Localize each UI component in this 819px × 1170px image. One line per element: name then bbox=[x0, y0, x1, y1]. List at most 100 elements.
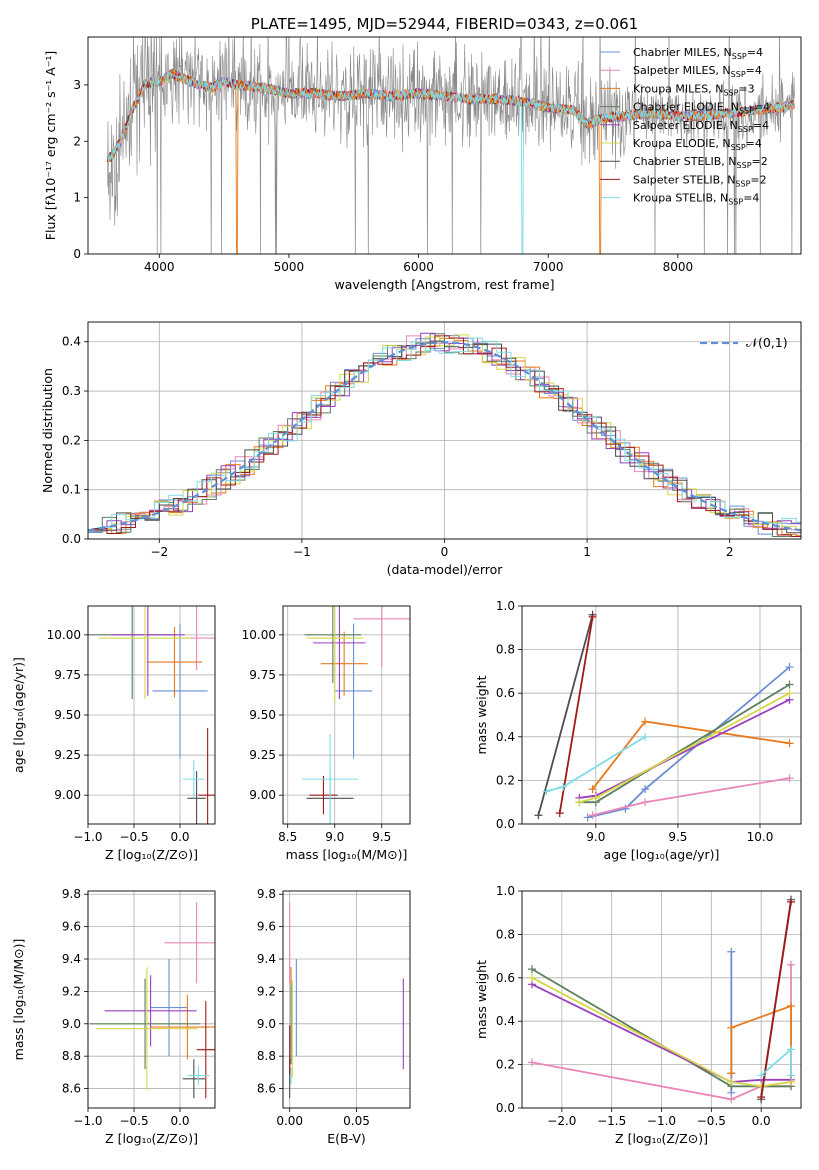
y-axis-label: age [log₁₀(age/yr)] bbox=[11, 657, 26, 773]
y-tick-label: 0.8 bbox=[496, 927, 515, 941]
legend-entry: Kroupa ELODIE, NSSP=4 bbox=[633, 137, 762, 152]
weight-point bbox=[727, 1077, 736, 1086]
y-tick-label: 9.00 bbox=[249, 788, 276, 802]
weight-series-4 bbox=[531, 983, 791, 1083]
weight-point bbox=[588, 612, 597, 621]
y-tick-label: 10.00 bbox=[242, 628, 276, 642]
legend-label: Chabrier MILES, N bbox=[633, 46, 732, 59]
weight-point bbox=[583, 813, 592, 822]
weight-point bbox=[641, 785, 650, 794]
legend-label: Chabrier STELIB, N bbox=[633, 155, 737, 168]
y-tick-label: 9.6 bbox=[62, 920, 81, 934]
x-tick-label: 8000 bbox=[663, 260, 694, 274]
weight-series-7 bbox=[558, 616, 594, 814]
x-tick-label: 4000 bbox=[144, 260, 175, 274]
legend-entry: Kroupa MILES, NSSP=3 bbox=[633, 82, 755, 97]
legend-subscript: SSP bbox=[739, 107, 754, 116]
normal-reference-curve bbox=[88, 341, 801, 532]
grid bbox=[87, 606, 215, 824]
reference-legend-label: 𝒩(0,1) bbox=[746, 335, 788, 350]
weight-point bbox=[787, 897, 796, 906]
x-axis-label: E(B-V) bbox=[327, 1131, 366, 1146]
x-tick-label: −0.5 bbox=[119, 1114, 148, 1128]
residual-histogram-2 bbox=[97, 337, 801, 537]
residual-histogram-6 bbox=[88, 340, 801, 534]
y-tick-label: 9.2 bbox=[257, 984, 276, 998]
y-tick-label: 9.8 bbox=[257, 887, 276, 901]
plot-area bbox=[534, 610, 794, 822]
residual-histogram-1 bbox=[92, 335, 801, 532]
weight-point bbox=[527, 965, 536, 974]
chart-title: PLATE=1495, MJD=52944, FIBERID=0343, z=0… bbox=[251, 15, 638, 33]
weight-point bbox=[787, 960, 796, 969]
weight-point bbox=[641, 798, 650, 807]
x-axis-label: age [log₁₀(age/yr)] bbox=[604, 847, 720, 862]
weight-point bbox=[591, 793, 600, 802]
y-tick-label: 9.0 bbox=[257, 1017, 276, 1031]
y-tick-label: 0.4 bbox=[496, 1014, 515, 1028]
x-tick-label: 6000 bbox=[403, 260, 434, 274]
y-tick-label: 8.8 bbox=[257, 1049, 276, 1063]
plot-area bbox=[301, 606, 410, 824]
x-tick-label: 9.5 bbox=[668, 830, 687, 844]
y-tick-label: 0.1 bbox=[62, 483, 81, 497]
x-tick-label: −2 bbox=[150, 545, 168, 559]
plot-area bbox=[88, 332, 801, 537]
plot-area bbox=[527, 895, 796, 1104]
x-tick-label: −1 bbox=[293, 545, 311, 559]
weight-point bbox=[787, 1071, 796, 1080]
legend-label: Salpeter MILES, N bbox=[633, 64, 731, 77]
panel-0: 4000 5000 6000 7000 8000 0 1 2 3 wavelength [Angs… bbox=[43, 15, 802, 292]
weight-point bbox=[588, 785, 597, 794]
x-axis-label: (data-model)/error bbox=[387, 562, 504, 577]
axes-frame bbox=[521, 890, 802, 1109]
panel-5: −1.0 −0.5 0.0 8.6 8.8 9.0 9.2 9.4 9.6 9.8 Z [log₁₀… bbox=[11, 887, 216, 1146]
legend-subscript: SSP bbox=[731, 70, 746, 79]
legend-count: =4 bbox=[754, 101, 770, 114]
x-tick-label: −0.5 bbox=[119, 830, 148, 844]
axes-frame bbox=[282, 605, 411, 825]
legend-label: Kroupa ELODIE, N bbox=[633, 137, 731, 150]
legend-count: =2 bbox=[750, 173, 766, 186]
x-tick-label: 2 bbox=[726, 545, 734, 559]
y-tick-label: 0 bbox=[73, 247, 81, 261]
y-tick-label: 0.4 bbox=[62, 335, 81, 349]
observed-spectrum bbox=[107, 37, 795, 254]
legend-subscript: SSP bbox=[738, 125, 753, 134]
y-tick-label: 0.8 bbox=[496, 643, 515, 657]
y-tick-label: 9.2 bbox=[62, 984, 81, 998]
x-axis-label: Z [log₁₀(Z/Z⊙)] bbox=[615, 1131, 708, 1146]
y-tick-label: 0.6 bbox=[496, 971, 515, 985]
weight-point bbox=[555, 809, 564, 818]
y-axis-label: mass weight bbox=[474, 675, 489, 754]
x-tick-label: 8.5 bbox=[278, 830, 297, 844]
panel-2: −1.0 −0.5 0.0 9.00 9.25 9.50 9.75 10.00 Z [log₁₀… bbox=[11, 605, 216, 862]
weight-series-7 bbox=[760, 901, 792, 1098]
x-axis-label: Z [log₁₀(Z/Z⊙)] bbox=[105, 1131, 198, 1146]
legend-label: Kroupa MILES, N bbox=[633, 82, 723, 95]
x-tick-label: 9.5 bbox=[372, 830, 391, 844]
weight-point bbox=[588, 811, 597, 820]
plot-area bbox=[106, 37, 795, 254]
y-axis-label: mass [log₁₀(M/M⊙)] bbox=[11, 939, 26, 1061]
x-axis-label: Z [log₁₀(Z/Z⊙)] bbox=[105, 847, 198, 862]
x-tick-label: −1.0 bbox=[73, 830, 102, 844]
weight-point bbox=[727, 1095, 736, 1104]
weight-point bbox=[785, 739, 794, 748]
y-tick-label: 0.2 bbox=[496, 1058, 515, 1072]
weight-point bbox=[757, 1093, 766, 1102]
panel-6: 0.00 0.05 8.6 8.8 9.0 9.2 9.4 9.6 9.8 E(B-V) bbox=[257, 887, 411, 1146]
legend-count: =4 bbox=[746, 64, 762, 77]
x-tick-label: 0.0 bbox=[170, 1114, 189, 1128]
weight-point bbox=[527, 973, 536, 982]
legend-entry: Chabrier STELIB, NSSP=2 bbox=[633, 155, 768, 170]
plot-area bbox=[289, 902, 404, 1099]
weight-point bbox=[641, 717, 650, 726]
legend-count: =4 bbox=[746, 137, 762, 150]
y-tick-label: 9.75 bbox=[249, 668, 276, 682]
y-tick-label: 0.0 bbox=[62, 532, 81, 546]
y-axis-label: mass weight bbox=[474, 960, 489, 1039]
weight-point bbox=[787, 1045, 796, 1054]
weight-series-6 bbox=[537, 614, 594, 816]
